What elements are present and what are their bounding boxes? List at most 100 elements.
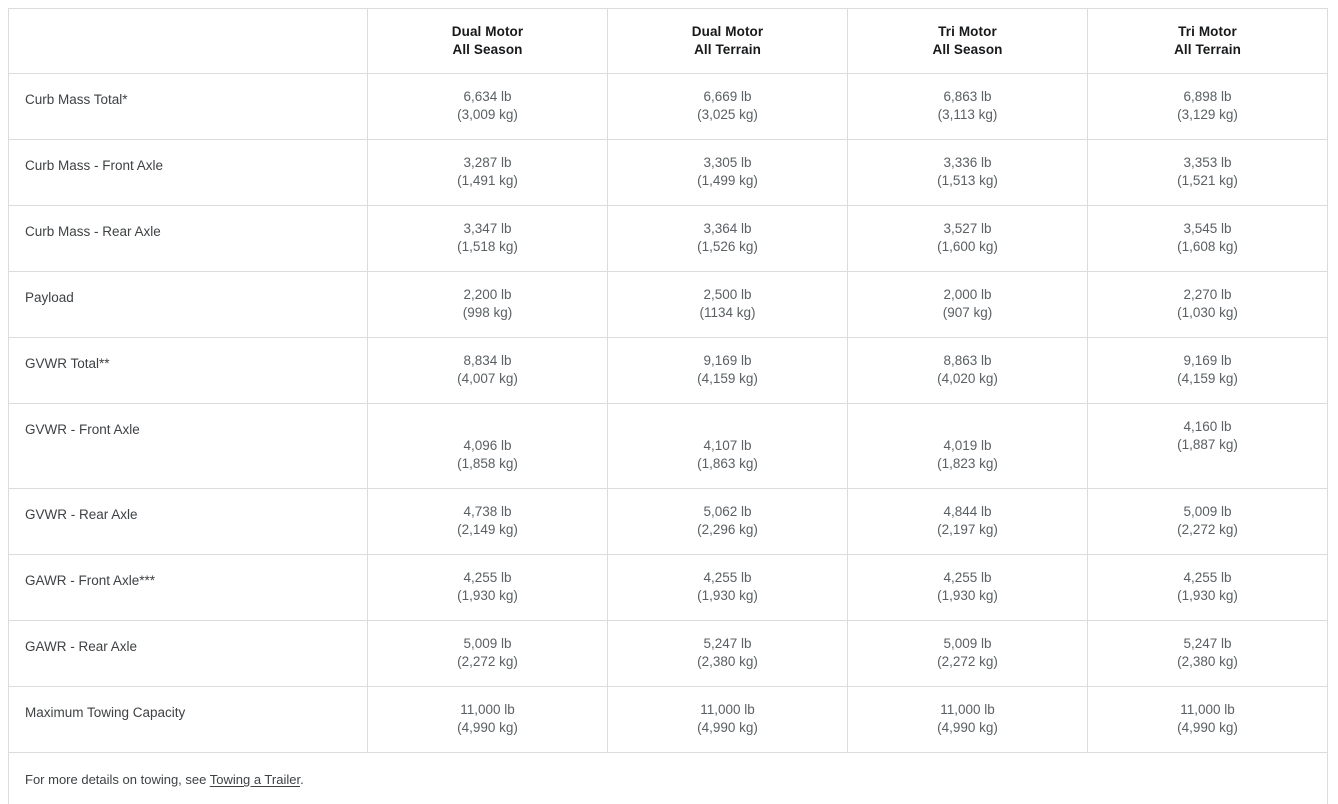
specifications-table-container: Dual Motor All Season Dual Motor All Terrai…: [8, 8, 1328, 804]
table-cell-value: 4,255 lb (1,930 kg): [1087, 554, 1328, 621]
value-metric: (3,009 kg): [457, 107, 518, 123]
table-cell-value: 4,160 lb (1,887 kg): [1087, 403, 1328, 489]
value-metric: (2,272 kg): [937, 654, 998, 670]
value-metric: (4,990 kg): [937, 720, 998, 736]
table-cell-value: 9,169 lb (4,159 kg): [607, 337, 848, 404]
value-metric: (1,600 kg): [937, 239, 998, 255]
value-imperial: 4,255 lb: [463, 570, 512, 585]
table-cell-value: 4,255 lb (1,930 kg): [607, 554, 848, 621]
value-metric: (3,129 kg): [1177, 107, 1238, 123]
value-metric: (4,020 kg): [937, 371, 998, 387]
table-row: GVWR Total** 8,834 lb (4,007 kg) 9,169 lb (4…: [8, 337, 1328, 404]
value-imperial: 11,000 lb: [1180, 702, 1235, 717]
towing-a-trailer-link[interactable]: Towing a Trailer: [209, 772, 301, 787]
value-imperial: 4,019 lb: [943, 438, 992, 453]
table-cell-value: 9,169 lb (4,159 kg): [1087, 337, 1328, 404]
value-metric: (907 kg): [942, 305, 993, 321]
table-footnote-row: For more details on towing, see Towing a…: [8, 752, 1328, 804]
table-row: Maximum Towing Capacity 11,000 lb (4,990 k…: [8, 686, 1328, 753]
row-label: Curb Mass - Rear Axle: [8, 205, 368, 272]
value-metric: (4,159 kg): [1177, 371, 1238, 387]
column-header-1: Dual Motor All Season: [367, 8, 608, 74]
value-imperial: 5,009 lb: [943, 636, 992, 651]
column-header-2: Dual Motor All Terrain: [607, 8, 848, 74]
value-imperial: 3,305 lb: [703, 155, 752, 170]
value-imperial: 11,000 lb: [460, 702, 515, 717]
value-metric: (2,296 kg): [697, 522, 758, 538]
column-header-4: Tri Motor All Terrain: [1087, 8, 1328, 74]
value-imperial: 6,634 lb: [463, 89, 512, 104]
value-metric: (1,930 kg): [697, 588, 758, 604]
table-cell-value: 2,000 lb (907 kg): [847, 271, 1088, 338]
table-cell-value: 4,255 lb (1,930 kg): [847, 554, 1088, 621]
table-header: Dual Motor All Season Dual Motor All Terrai…: [8, 8, 1328, 74]
table-cell-value: 4,844 lb (2,197 kg): [847, 488, 1088, 555]
column-header-line2: All Season: [452, 42, 523, 57]
value-imperial: 2,270 lb: [1183, 287, 1232, 302]
table-cell-value: 4,738 lb (2,149 kg): [367, 488, 608, 555]
table-row: GVWR - Front Axle 4,096 lb (1,858 kg) 4,107…: [8, 403, 1328, 489]
value-metric: (1,930 kg): [937, 588, 998, 604]
table-cell-value: 3,336 lb (1,513 kg): [847, 139, 1088, 206]
footnote-text-before: For more details on towing, see: [25, 772, 210, 787]
table-cell-value: 11,000 lb (4,990 kg): [367, 686, 608, 753]
value-imperial: 2,000 lb: [943, 287, 992, 302]
footnote-text-after: .: [300, 772, 304, 787]
column-header-line1: Dual Motor: [691, 23, 764, 39]
value-metric: (1,030 kg): [1177, 305, 1238, 321]
column-header-blank: [8, 8, 368, 74]
row-label: GVWR Total**: [8, 337, 368, 404]
value-imperial: 5,247 lb: [1183, 636, 1232, 651]
row-label: GVWR - Rear Axle: [8, 488, 368, 555]
value-imperial: 6,898 lb: [1183, 89, 1232, 104]
value-metric: (1,518 kg): [457, 239, 518, 255]
value-imperial: 5,247 lb: [703, 636, 752, 651]
value-metric: (3,113 kg): [937, 107, 998, 123]
value-metric: (2,272 kg): [457, 654, 518, 670]
value-metric: (2,272 kg): [1177, 522, 1238, 538]
value-metric: (4,990 kg): [697, 720, 758, 736]
specifications-table: Dual Motor All Season Dual Motor All Terrai…: [8, 8, 1328, 804]
table-row: GAWR - Front Axle*** 4,255 lb (1,930 kg) 4,…: [8, 554, 1328, 621]
value-metric: (4,007 kg): [457, 371, 518, 387]
column-header-line2: All Terrain: [694, 42, 761, 57]
value-metric: (1,930 kg): [1177, 588, 1238, 604]
value-metric: (1,858 kg): [457, 456, 518, 472]
value-metric: (1,863 kg): [697, 456, 758, 472]
value-metric: (2,149 kg): [457, 522, 518, 538]
row-label: Maximum Towing Capacity: [8, 686, 368, 753]
table-cell-value: 11,000 lb (4,990 kg): [607, 686, 848, 753]
table-cell-value: 5,009 lb (2,272 kg): [367, 620, 608, 687]
table-cell-value: 6,863 lb (3,113 kg): [847, 73, 1088, 140]
value-imperial: 5,009 lb: [463, 636, 512, 651]
row-label: Payload: [8, 271, 368, 338]
value-metric: (2,380 kg): [1177, 654, 1238, 670]
row-label: Curb Mass Total*: [8, 73, 368, 140]
table-cell-value: 3,527 lb (1,600 kg): [847, 205, 1088, 272]
value-metric: (1,823 kg): [937, 456, 998, 472]
table-header-row: Dual Motor All Season Dual Motor All Terrai…: [8, 8, 1328, 74]
table-cell-value: 11,000 lb (4,990 kg): [847, 686, 1088, 753]
table-cell-value: 3,364 lb (1,526 kg): [607, 205, 848, 272]
table-row: Curb Mass Total* 6,634 lb (3,009 kg) 6,669 …: [8, 73, 1328, 140]
value-imperial: 8,863 lb: [943, 353, 992, 368]
column-header-line2: All Season: [932, 42, 1003, 57]
value-metric: (1,526 kg): [697, 239, 758, 255]
row-label: GAWR - Rear Axle: [8, 620, 368, 687]
row-label: Curb Mass - Front Axle: [8, 139, 368, 206]
value-imperial: 6,863 lb: [943, 89, 992, 104]
value-metric: (1,930 kg): [457, 588, 518, 604]
table-cell-value: 2,500 lb (1134 kg): [607, 271, 848, 338]
table-cell-value: 6,634 lb (3,009 kg): [367, 73, 608, 140]
table-cell-value: 4,255 lb (1,930 kg): [367, 554, 608, 621]
table-cell-value: 2,200 lb (998 kg): [367, 271, 608, 338]
column-header-line1: Dual Motor: [451, 23, 524, 39]
table-cell-value: 5,247 lb (2,380 kg): [607, 620, 848, 687]
value-imperial: 2,500 lb: [703, 287, 752, 302]
column-header-3: Tri Motor All Season: [847, 8, 1088, 74]
value-imperial: 6,669 lb: [703, 89, 752, 104]
table-cell-value: 8,834 lb (4,007 kg): [367, 337, 608, 404]
value-imperial: 4,107 lb: [703, 438, 752, 453]
table-cell-value: 2,270 lb (1,030 kg): [1087, 271, 1328, 338]
